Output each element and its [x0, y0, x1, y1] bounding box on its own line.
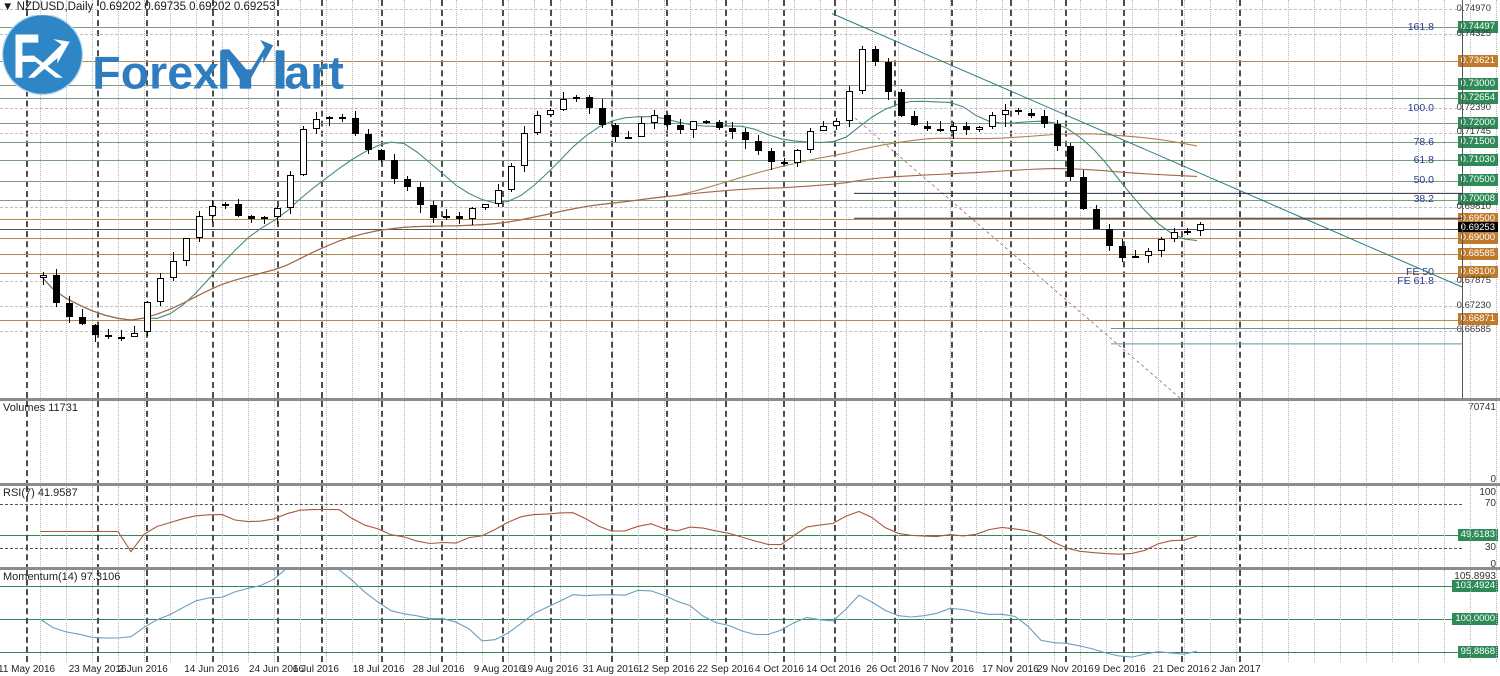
svg-text:art: art: [284, 47, 343, 99]
svg-text:Forex: Forex: [92, 47, 219, 99]
